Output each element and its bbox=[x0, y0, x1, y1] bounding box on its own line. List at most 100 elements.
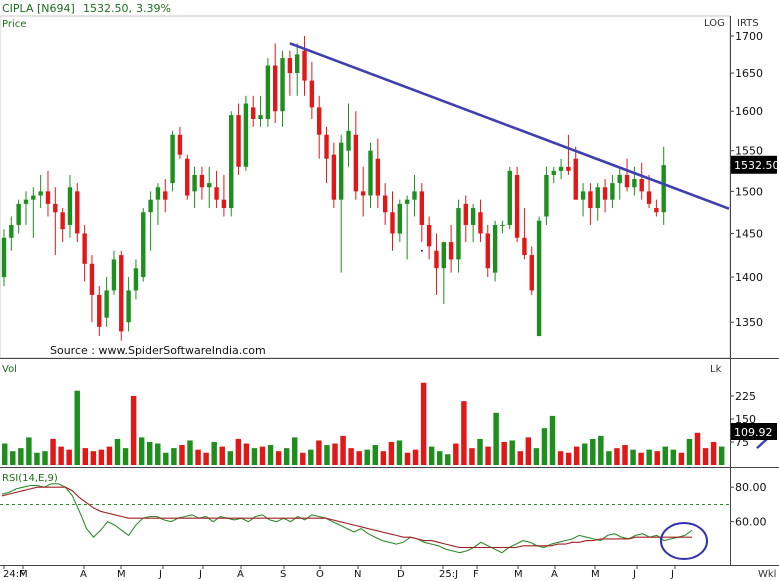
price-tick-label: 1500 bbox=[735, 185, 763, 198]
volume-bar bbox=[122, 448, 129, 465]
candle-body bbox=[624, 174, 630, 188]
candle-body bbox=[485, 233, 490, 269]
volume-bar bbox=[525, 437, 532, 465]
volume-bar bbox=[662, 446, 669, 465]
volume-bar bbox=[686, 438, 693, 465]
price-tick-label: 1550 bbox=[735, 145, 763, 158]
volume-unit-label: Lk bbox=[710, 364, 722, 375]
candle-body bbox=[185, 158, 190, 196]
volume-bar bbox=[138, 437, 145, 465]
volume-bar bbox=[243, 443, 250, 465]
candle-body bbox=[441, 242, 446, 269]
candle-body bbox=[273, 65, 278, 112]
candle-body bbox=[119, 255, 124, 332]
rsi-tick-label: 60.00 bbox=[735, 516, 767, 529]
candle-body bbox=[229, 115, 234, 209]
rsi-line bbox=[1, 483, 693, 554]
candle-body bbox=[265, 65, 271, 120]
volume-bar bbox=[630, 449, 636, 465]
candle-body bbox=[353, 134, 359, 192]
rsi-signal-line bbox=[1, 486, 692, 549]
time-tick-label: J bbox=[198, 569, 202, 580]
candle-body bbox=[148, 199, 153, 213]
price-dot bbox=[420, 249, 423, 252]
candle-body bbox=[155, 187, 161, 200]
volume-bar bbox=[590, 438, 596, 465]
volume-bar bbox=[203, 452, 209, 465]
volume-bar bbox=[501, 441, 507, 465]
candle-body bbox=[595, 187, 600, 209]
rsi-tick-label: 80.00 bbox=[735, 481, 767, 494]
candle-body bbox=[558, 166, 564, 171]
candle-body bbox=[170, 134, 175, 184]
volume-bar bbox=[18, 448, 24, 465]
last-price-value: 1532.50 bbox=[734, 159, 779, 172]
volume-bar bbox=[348, 448, 354, 465]
volume-bar bbox=[461, 401, 467, 465]
candle-body bbox=[251, 107, 256, 120]
volume-bar bbox=[702, 448, 709, 465]
volume-tick-label: 150 bbox=[735, 413, 756, 426]
candle-body bbox=[492, 224, 498, 273]
candle-body bbox=[89, 263, 95, 295]
candle-body bbox=[419, 191, 425, 225]
volume-bar bbox=[251, 448, 258, 465]
candle-body bbox=[104, 290, 109, 318]
candle-body bbox=[646, 191, 652, 204]
volume-bar bbox=[283, 448, 290, 465]
candle-body bbox=[507, 170, 512, 225]
volume-bar bbox=[420, 382, 427, 465]
volume-bar bbox=[26, 437, 32, 465]
volume-bar bbox=[267, 445, 274, 465]
candle-body bbox=[199, 174, 205, 188]
volume-tick-label: 75 bbox=[735, 436, 749, 449]
candle-body bbox=[97, 294, 102, 327]
volume-bar bbox=[50, 438, 56, 465]
candle-body bbox=[470, 208, 476, 225]
time-tick-label: 25:J bbox=[439, 569, 458, 580]
volume-bar bbox=[388, 441, 395, 465]
candle-body bbox=[632, 179, 637, 188]
candle-body bbox=[360, 191, 366, 196]
volume-bar bbox=[718, 446, 725, 465]
candle-body bbox=[82, 233, 87, 264]
candle-body bbox=[309, 80, 315, 108]
candle-body bbox=[316, 107, 322, 135]
price-label: 1532.50, bbox=[83, 2, 132, 15]
last-price-box bbox=[731, 155, 777, 174]
candle-body bbox=[133, 268, 139, 291]
candle-body bbox=[207, 183, 212, 188]
candle-body bbox=[302, 50, 307, 81]
volume-bar bbox=[557, 451, 564, 465]
candle-body bbox=[566, 166, 571, 171]
volume-bar bbox=[308, 449, 314, 465]
volume-bar bbox=[74, 390, 80, 465]
volume-bar bbox=[332, 443, 338, 465]
time-tick-label: J bbox=[670, 569, 674, 580]
volume-bar bbox=[130, 395, 137, 465]
candle-body bbox=[280, 58, 285, 112]
rsi-highlight-circle bbox=[660, 522, 708, 560]
candle-body bbox=[661, 165, 666, 213]
candle-body bbox=[287, 58, 293, 74]
volume-bar bbox=[163, 452, 169, 465]
volume-bar bbox=[114, 438, 121, 465]
time-tick-label: J bbox=[632, 569, 636, 580]
candle-body bbox=[375, 158, 381, 196]
price-tick-label: 1400 bbox=[735, 271, 763, 284]
volume-bar bbox=[195, 449, 201, 465]
volume-bar bbox=[573, 446, 580, 465]
volume-bar bbox=[582, 443, 588, 465]
candle-body bbox=[346, 130, 351, 151]
candle-body bbox=[111, 259, 117, 291]
candle-body bbox=[163, 191, 168, 200]
candle-body bbox=[434, 250, 439, 269]
volume-bar bbox=[98, 449, 105, 465]
volume-bar bbox=[356, 451, 362, 465]
price-trendline bbox=[289, 42, 730, 210]
candle-body bbox=[500, 224, 505, 226]
volume-bar bbox=[42, 451, 48, 465]
symbol-label: CIPLA [N694] bbox=[2, 2, 75, 15]
candle-body bbox=[602, 187, 608, 200]
